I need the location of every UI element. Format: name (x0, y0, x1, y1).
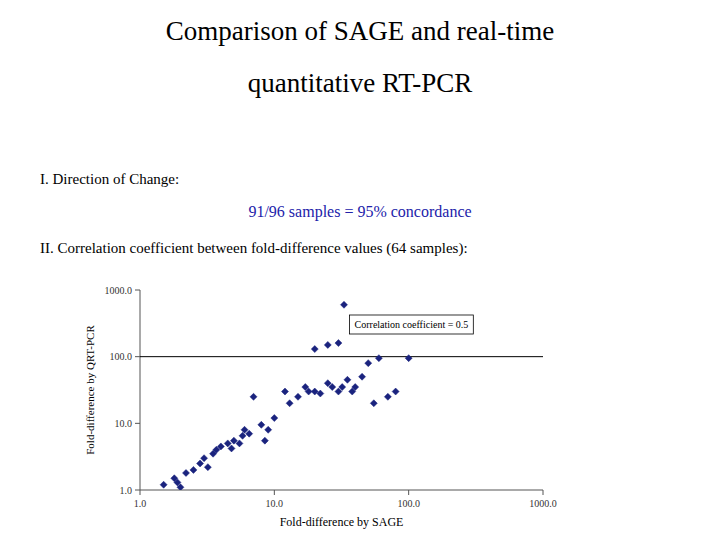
y-tick-label: 10.0 (115, 418, 133, 429)
point (329, 384, 336, 391)
annotation: II. Correlation coefficient between fold… (40, 240, 468, 257)
x-axis-label: Fold-difference by SAGE (280, 515, 404, 529)
point (324, 341, 331, 348)
point (405, 355, 412, 362)
point (365, 360, 372, 367)
x-tick (408, 490, 409, 495)
point (271, 415, 278, 422)
point (359, 373, 366, 380)
title-line: quantitative RT-PCR (248, 68, 473, 98)
point (246, 430, 253, 437)
point (265, 426, 272, 433)
point (335, 340, 342, 347)
point (261, 437, 268, 444)
point (160, 481, 167, 488)
chart: Comparison of SAGE and real-time quantita… (0, 0, 720, 540)
x-tick-label: 10.0 (266, 498, 284, 509)
x-tick-label: 100.0 (397, 498, 420, 509)
y-tick (135, 490, 140, 491)
title-line: Comparison of SAGE and real-time (166, 16, 554, 46)
title: Comparison of SAGE and real-time quantita… (166, 16, 554, 98)
point (384, 393, 391, 400)
point (311, 346, 318, 353)
y-tick-label: 1.0 (120, 485, 133, 496)
point (197, 460, 204, 467)
y-tick (135, 356, 140, 357)
point (344, 376, 351, 383)
annotation-box (350, 315, 474, 334)
point (375, 355, 382, 362)
point (317, 390, 324, 397)
y-tick (135, 290, 140, 291)
point (392, 388, 399, 395)
plot-area (140, 301, 543, 490)
point (340, 301, 347, 308)
point (228, 445, 235, 452)
x-tick-label: 1000.0 (529, 498, 557, 509)
point (182, 469, 189, 476)
point (281, 388, 288, 395)
x-tick (274, 490, 275, 495)
point (236, 440, 243, 447)
x-axis (140, 490, 543, 491)
x-tick (543, 490, 544, 495)
y-tick-label: 100.0 (110, 351, 133, 362)
y-tick (135, 423, 140, 424)
reference-line (140, 356, 543, 357)
point (177, 484, 184, 490)
background (0, 0, 720, 540)
point (294, 393, 301, 400)
y-axis-label: Fold-difference by QRT-PCR (84, 325, 96, 455)
point (217, 443, 224, 450)
point (190, 466, 197, 473)
point (352, 384, 359, 391)
annotation: Correlation coefficient = 0.5 (355, 319, 469, 330)
x-tick-label: 1.0 (134, 498, 147, 509)
point (239, 432, 246, 439)
y-axis (140, 290, 141, 490)
point (286, 400, 293, 407)
point (204, 464, 211, 471)
annotation: I. Direction of Change: (40, 171, 179, 187)
y-tick-label: 1000.0 (105, 285, 133, 296)
annotation: 91/96 samples = 95% concordance (248, 203, 471, 221)
point (201, 455, 208, 462)
point (370, 400, 377, 407)
point (224, 440, 231, 447)
point (250, 393, 257, 400)
point (339, 384, 346, 391)
x-tick (140, 490, 141, 495)
point (258, 421, 265, 428)
